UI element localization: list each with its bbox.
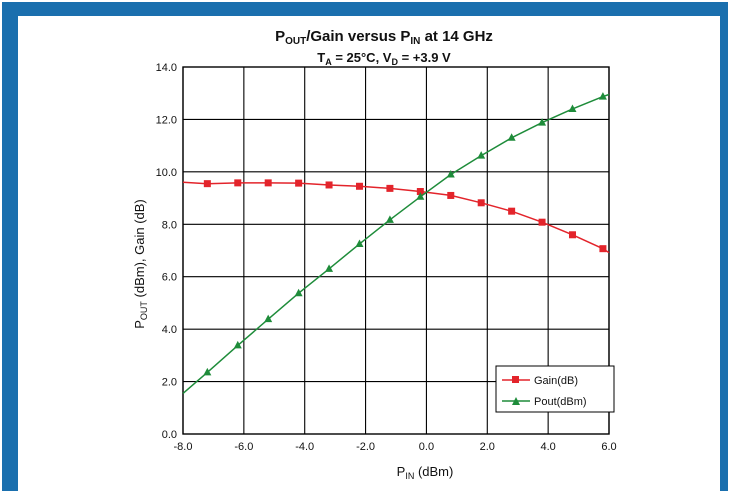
pout-point: [446, 169, 455, 178]
series-line-gain: [182, 181, 610, 254]
y-tick-label: 14.0: [156, 62, 177, 74]
gain-point: [295, 179, 303, 187]
y-tick-label: 12.0: [156, 114, 177, 126]
gain-point: [447, 191, 455, 199]
pout-point: [325, 264, 334, 272]
y-axis-ticks: 0.0 2.0 4.0 6.0 8.0 10.0 12.0 14.0: [156, 62, 177, 441]
legend-pout-label: Pout(dBm): [534, 396, 587, 408]
legend-gain-marker: [512, 376, 519, 383]
x-tick-label: 4.0: [540, 441, 555, 453]
pout-point: [264, 314, 273, 323]
pout-point: [598, 92, 607, 100]
gain-point: [234, 179, 242, 187]
pout-point: [203, 367, 212, 376]
y-tick-label: 6.0: [162, 272, 177, 284]
gain-point: [416, 188, 424, 196]
series: [182, 92, 610, 394]
y-tick-label: 0.0: [162, 429, 177, 441]
pout-point: [385, 215, 394, 223]
plot-area: [182, 66, 610, 435]
legend-gain-label: Gain(dB): [534, 375, 578, 387]
gain-point: [355, 182, 363, 190]
x-tick-label: -2.0: [356, 441, 375, 453]
x-axis-ticks: -8.0 -6.0 -4.0 -2.0 0.0 2.0 4.0 6.0: [174, 441, 617, 453]
legend-pout-marker: [512, 397, 520, 405]
pout-point: [355, 239, 364, 247]
pout-point: [507, 133, 516, 141]
chart: POUT/Gain versus PIN at 14 GHz TA = 25°C…: [132, 28, 617, 481]
pout-point: [568, 104, 577, 112]
y-tick-label: 8.0: [162, 219, 177, 231]
gain-point: [568, 231, 576, 239]
series-line-pout: [182, 93, 610, 394]
x-tick-label: -6.0: [234, 441, 253, 453]
gain-point: [538, 218, 546, 226]
grid: [182, 66, 610, 435]
gain-point: [325, 181, 333, 189]
pout-point: [538, 118, 547, 126]
x-tick-label: -4.0: [295, 441, 314, 453]
legend: Gain(dB) Pout(dBm): [495, 365, 615, 413]
gain-point: [264, 179, 272, 187]
x-tick-label: 2.0: [480, 441, 495, 453]
x-axis-label: PIN (dBm): [397, 464, 454, 481]
gain-point: [599, 245, 607, 253]
x-tick-label: 0.0: [419, 441, 434, 453]
y-axis-label: POUT (dBm), Gain (dB): [132, 199, 149, 329]
pout-point: [233, 340, 242, 349]
gain-point: [508, 207, 516, 215]
pout-point: [416, 192, 425, 200]
gain-point: [386, 184, 394, 192]
y-tick-label: 2.0: [162, 377, 177, 389]
x-tick-label: -8.0: [174, 441, 193, 453]
pout-point: [477, 151, 486, 159]
y-tick-label: 4.0: [162, 324, 177, 336]
figure-panel: POUT/Gain versus PIN at 14 GHz TA = 25°C…: [18, 16, 720, 495]
pout-point: [294, 288, 303, 297]
chart-title: POUT/Gain versus PIN at 14 GHz: [275, 28, 493, 47]
gain-point: [203, 180, 211, 188]
gain-point: [477, 199, 485, 207]
chart-subtitle: TA = 25°C, VD = +3.9 V: [317, 50, 451, 67]
x-tick-label: 6.0: [601, 441, 616, 453]
y-tick-label: 10.0: [156, 167, 177, 179]
